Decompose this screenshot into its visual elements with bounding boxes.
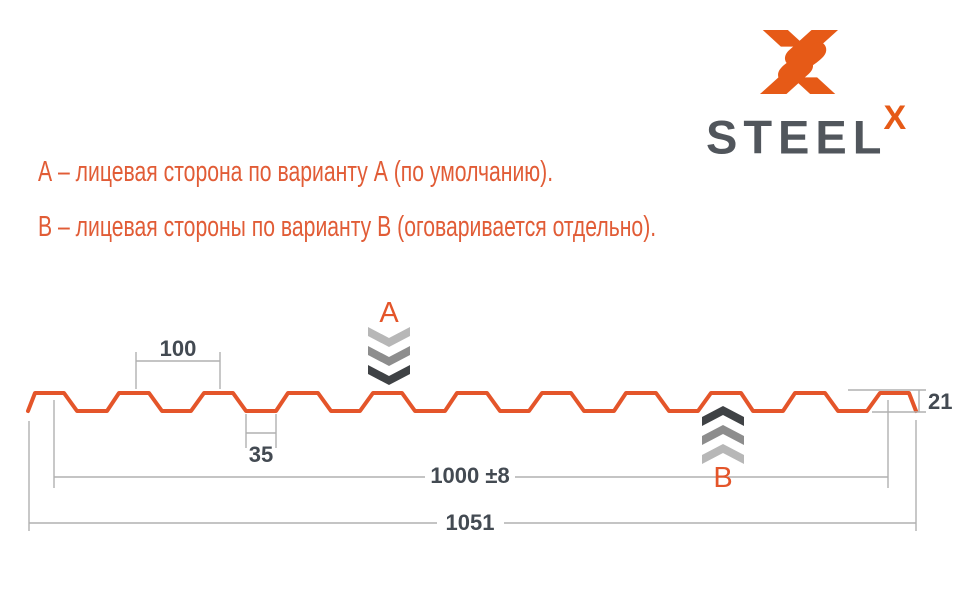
dim-rib-bottom-35: 35 [245,414,277,467]
note-variant-b: В – лицевая стороны по варианту В (огова… [38,211,657,243]
dim-overall-width-label: 1051 [446,510,495,535]
dim-height-label: 21 [928,389,952,414]
dim-pitch-label: 100 [160,336,197,361]
brand-suffix-x: X [883,99,907,137]
dim-working-width-label: 1000 ±8 [430,463,509,488]
brand-wordmark: STEELX [706,99,926,161]
chevron-up-icon [702,406,744,464]
dim-overall-width-1051: 1051 [28,420,917,535]
dim-pitch-100: 100 [135,336,221,389]
dim-rib-bottom-label: 35 [249,442,273,467]
profile-outline [26,391,918,413]
dim-height-21: 21 [848,389,952,414]
marker-side-b: В [702,406,744,494]
marker-b-label: В [713,462,732,494]
dim-working-width-1000: 1000 ±8 [53,400,889,488]
brand-name: STEEL [706,110,888,164]
marker-side-a: А [368,297,410,385]
note-variant-a: А – лицевая сторона по варианту А (по ум… [38,156,554,188]
marker-a-label: А [379,297,399,329]
chevron-down-icon [368,327,410,385]
brand-x-icon [759,29,839,95]
